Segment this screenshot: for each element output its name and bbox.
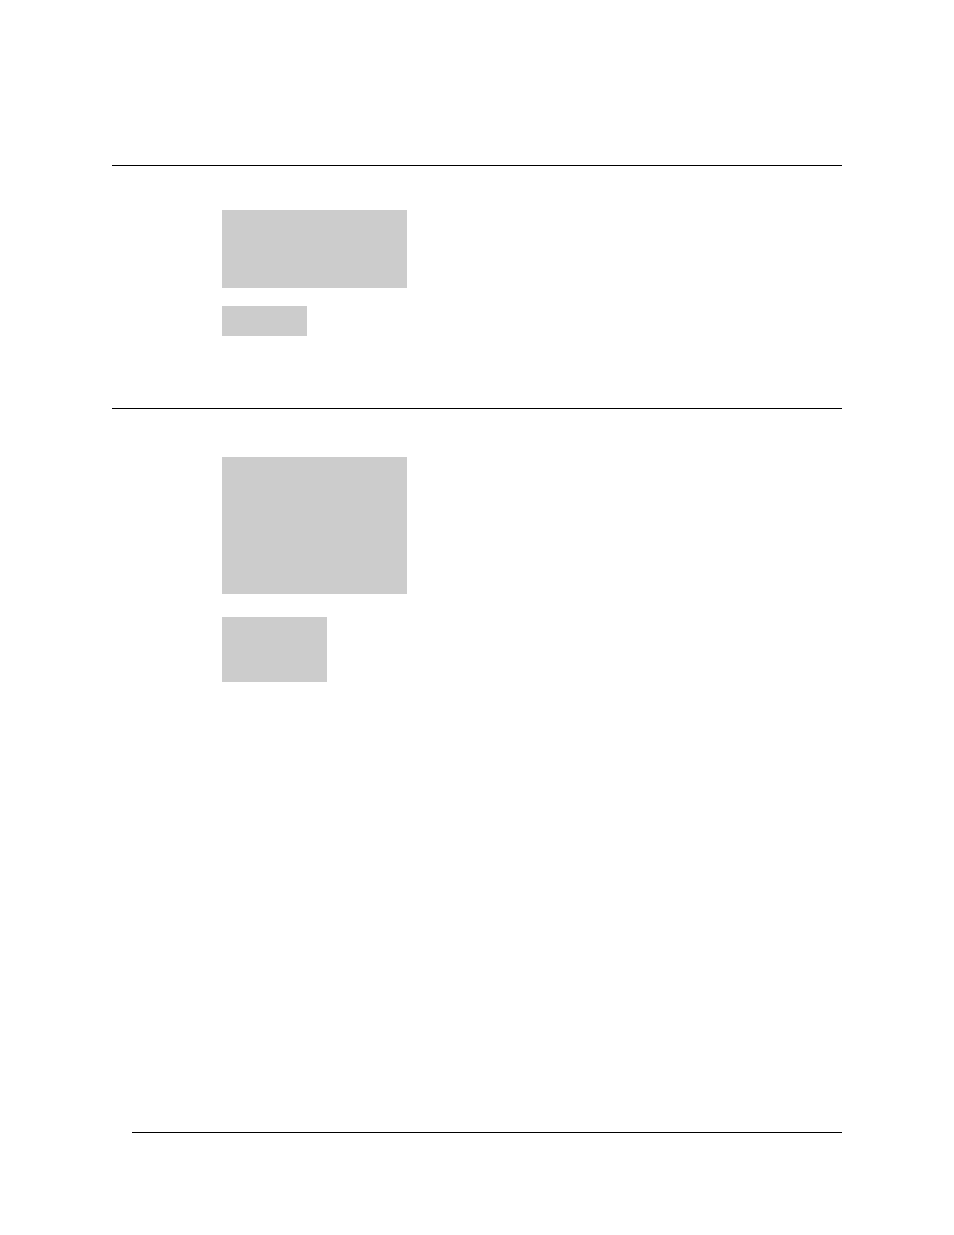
placeholder-block-2a: [222, 457, 407, 594]
horizontal-rule-2: [112, 408, 842, 409]
section-1: [222, 210, 407, 336]
placeholder-block-1a: [222, 210, 407, 288]
horizontal-rule-1: [112, 165, 842, 166]
content-area: [112, 0, 842, 1235]
section-2: [222, 457, 407, 682]
placeholder-block-1b: [222, 306, 307, 336]
placeholder-block-2b: [222, 617, 327, 682]
horizontal-rule-3: [132, 1132, 842, 1133]
